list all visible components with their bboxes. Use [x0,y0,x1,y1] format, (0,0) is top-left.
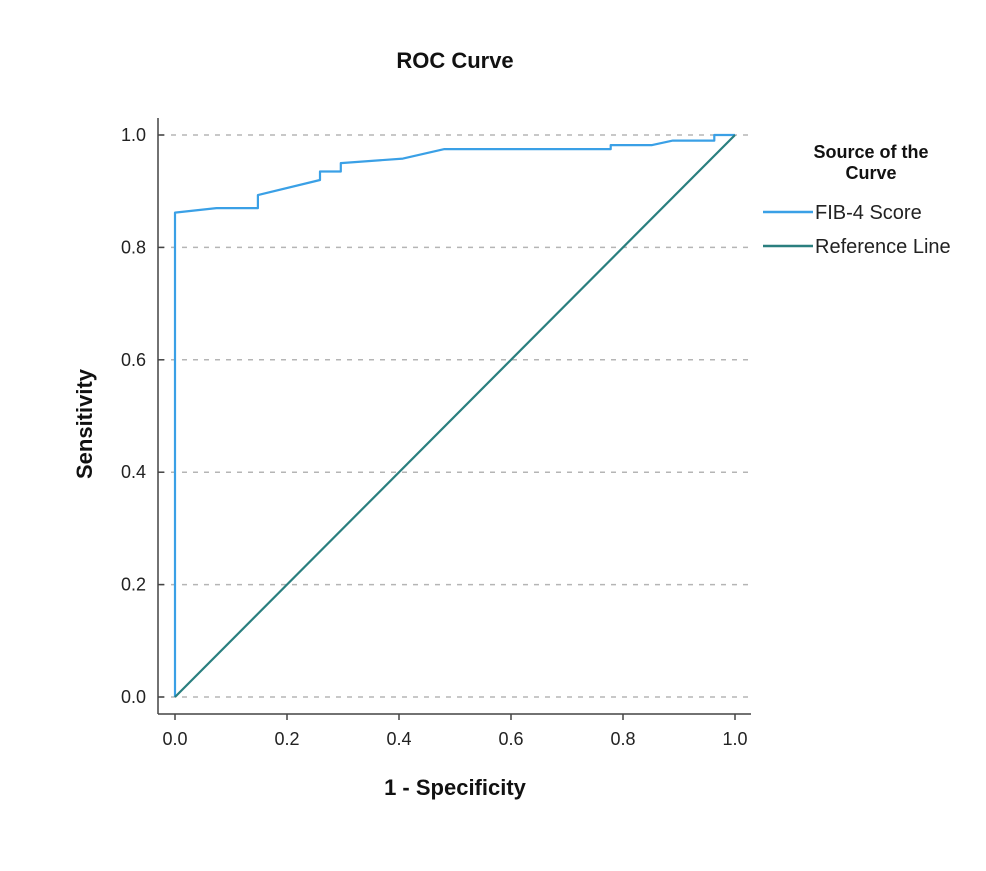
legend-title-line-2: Curve [845,163,896,183]
legend-title-line-1: Source of the [813,142,928,162]
series-fib-4-score-line [173,133,735,697]
y-tick-label: 0.2 [121,575,146,595]
y-tick-label: 0.8 [121,237,146,257]
x-tick-label: 0.2 [274,729,299,749]
x-tick-label: 0.4 [386,729,411,749]
y-tick-label: 0.6 [121,350,146,370]
series-lines [173,133,736,698]
x-tick-label: 1.0 [722,729,747,749]
x-tick-label: 0.6 [498,729,523,749]
x-tick-label: 0.8 [610,729,635,749]
legend: Source of the Curve FIB-4 Score Reference… [763,142,951,258]
legend-label-series-reference-line: Reference Line [815,236,951,258]
y-tick-label: 0.4 [121,462,146,482]
chart-title: ROC Curve [396,48,513,73]
y-tick-label: 1.0 [121,125,146,145]
x-tick-labels: 0.0 0.2 0.4 0.6 0.8 1.0 [162,714,748,749]
legend-label-series-fib-4-score: FIB-4 Score [815,202,922,224]
series-reference-line-line [174,134,736,698]
x-axis-title: 1 - Specificity [384,775,527,800]
y-axis-title: Sensitivity [72,368,97,479]
x-tick-label: 0.0 [162,729,187,749]
y-tick-label: 0.0 [121,687,146,707]
y-tick-labels: 0.0 0.2 0.4 0.6 0.8 1.0 [121,125,164,707]
